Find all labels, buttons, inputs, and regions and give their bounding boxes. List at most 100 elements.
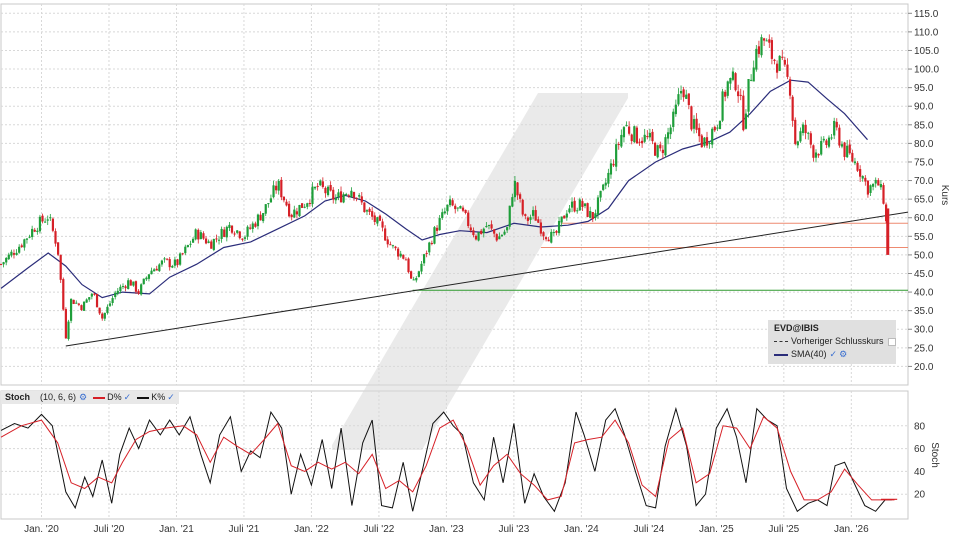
candle-body [69, 298, 73, 321]
candle-body [877, 180, 880, 186]
candle-body [560, 216, 563, 223]
candle-body [106, 306, 109, 313]
candle-body [25, 238, 29, 240]
candle-body [178, 253, 182, 265]
y-tick-label: 45.0 [914, 269, 934, 280]
candle-body [643, 134, 646, 142]
legend-item-label: SMA(40) [791, 349, 827, 359]
stoch-lines [0, 406, 898, 513]
candle-body [158, 264, 161, 272]
candle-body [98, 307, 101, 314]
candle-body [474, 235, 478, 240]
x-tick-label: Juli '25 [768, 524, 799, 535]
candle-body [321, 181, 324, 187]
candle-body [397, 248, 400, 257]
candle-body [298, 204, 301, 217]
candle-body [884, 204, 888, 222]
candle-body [425, 252, 428, 254]
candles [0, 34, 890, 341]
candle-body [0, 264, 3, 266]
checkmark-icon[interactable]: ✓ [167, 392, 175, 402]
candle-body [433, 227, 436, 244]
candle-body [95, 293, 99, 308]
y-tick-label: 55.0 [914, 232, 934, 243]
stoch-title: Stoch [5, 392, 31, 402]
candle-body [770, 40, 773, 59]
candle-body [617, 144, 620, 146]
candle-body [420, 263, 423, 272]
candle-body [186, 245, 189, 248]
candle-body [391, 245, 395, 247]
candle-body [822, 138, 825, 141]
y-tick-label: 95.0 [914, 83, 934, 94]
candle-body [412, 279, 415, 281]
candle-body [695, 118, 698, 130]
stoch-grid [1, 391, 908, 519]
checkmark-icon[interactable]: ✓ [123, 392, 132, 402]
candle-body [173, 259, 177, 266]
candle-body [417, 271, 420, 277]
candle-body [443, 211, 446, 214]
candle-body [49, 217, 52, 219]
candle-body [90, 293, 93, 297]
candle-body [350, 190, 353, 197]
candle-body [594, 213, 597, 218]
stoch-y-axis-title: Stoch [929, 442, 940, 468]
candle-body [848, 144, 851, 154]
candle-body [760, 37, 763, 56]
candle-body [866, 180, 870, 195]
y-tick-label: 115.0 [914, 9, 939, 20]
checkmark-icon[interactable]: ✓ [829, 349, 838, 359]
candle-body [620, 134, 623, 147]
candle-body [119, 286, 122, 292]
x-tick-label: Juli '22 [364, 524, 395, 535]
candle-body [739, 94, 742, 96]
legend-item-sma[interactable]: SMA(40) ✓ ⚙ [774, 349, 847, 360]
candle-body [365, 210, 369, 212]
candle-body [93, 293, 96, 295]
candle-body [537, 219, 540, 223]
x-tick-label: Jan. '24 [564, 524, 599, 535]
candle-body [191, 238, 195, 243]
candle-body [28, 236, 31, 238]
gear-icon[interactable]: ⚙ [79, 392, 88, 402]
trendline [65, 211, 909, 347]
candle-body [729, 78, 732, 84]
candle-body [838, 127, 841, 146]
candle-body [384, 228, 387, 241]
candle-body [625, 125, 628, 127]
candle-body [835, 121, 838, 128]
candle-body [67, 321, 70, 339]
candle-body [570, 201, 574, 208]
candle-body [718, 120, 722, 130]
checkbox-icon[interactable] [887, 337, 896, 346]
candle-body [124, 286, 127, 289]
candle-body [742, 95, 745, 131]
candle-body [155, 268, 158, 271]
candle-body [557, 220, 561, 234]
candle-body [72, 299, 75, 304]
candle-body [521, 199, 524, 215]
candle-body [552, 232, 555, 234]
gear-icon[interactable]: ⚙ [839, 349, 848, 359]
line-swatch-icon [774, 353, 788, 356]
candle-body [82, 301, 86, 311]
candle-body [744, 113, 748, 129]
candle-body [646, 136, 649, 138]
stoch-line-d [0, 415, 895, 501]
candle-body [840, 144, 844, 147]
legend-item-previous-close[interactable]: Vorheriger Schlusskurs [774, 336, 896, 346]
candle-body [750, 79, 753, 81]
candle-body [176, 259, 179, 265]
candle-body [430, 242, 433, 244]
candle-body [267, 203, 270, 205]
candle-body [264, 204, 267, 214]
candle-body [373, 215, 376, 222]
candle-body [394, 246, 397, 249]
stoch-y-ticks: 80 60 40 20 [914, 421, 926, 500]
x-tick-label: Jan. '20 [24, 524, 59, 535]
stoch-header: Stoch (10, 6, 6) ⚙ D% ✓ K% ✓ [1, 391, 179, 404]
candle-body [524, 214, 527, 216]
y-tick-label: 75.0 [914, 157, 934, 168]
candle-body [150, 270, 153, 275]
